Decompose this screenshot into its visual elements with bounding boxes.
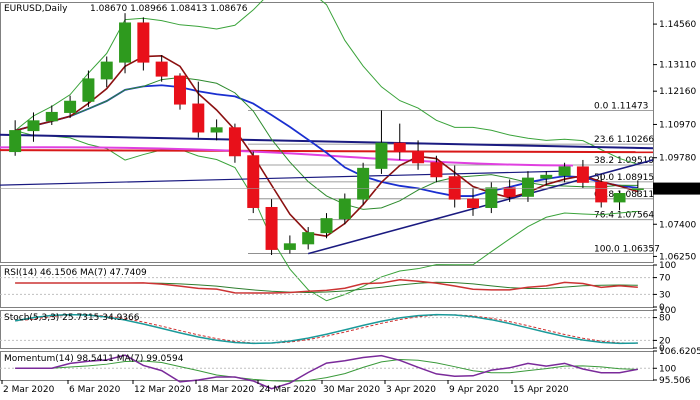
price-tick-label: 1.07400 [659, 220, 696, 230]
current-price-label: 1.08676 [658, 185, 695, 195]
price-tick-label: 1.10970 [659, 120, 696, 130]
long-ma-navy-line [0, 133, 654, 150]
x-tick-label: 15 Apr 2020 [513, 385, 569, 395]
candle-bear [192, 103, 205, 133]
x-tick-label: 12 Mar 2020 [134, 385, 191, 395]
candle-bull [357, 167, 370, 200]
candle-bear [467, 198, 480, 208]
long-ma-magenta-line [0, 146, 574, 167]
chart-header-symbol: EURUSD,Daily [4, 4, 68, 14]
momentum-tick-label: 95.506 [659, 376, 691, 386]
price-tick-label: 1.09780 [659, 154, 696, 164]
x-tick-label: 3 Apr 2020 [386, 385, 436, 395]
candle-bear [137, 22, 150, 63]
candle-bear [503, 187, 516, 197]
pane-frame [0, 265, 654, 308]
stoch-tick-label: 20 [659, 336, 671, 346]
candle-bear [412, 151, 425, 164]
candle-bull [613, 193, 626, 203]
stoch-tick-label: 100 [659, 306, 676, 316]
rsi-label: RSI(14) 46.1506 MA(7) 47.7409 [4, 268, 147, 278]
candle-bull [64, 100, 77, 113]
candle-bull [9, 130, 22, 153]
x-tick-label: 24 Mar 2020 [259, 385, 316, 395]
candle-bull [521, 177, 534, 197]
fib-label: 38.2 1.09519 [594, 156, 654, 166]
price-tick-label: 1.12160 [659, 87, 696, 97]
price-tick-label: 1.13110 [659, 61, 696, 71]
bollinger-upper-line [14, 0, 638, 165]
momentum-signal-line [15, 358, 638, 382]
candle-bear [430, 162, 443, 178]
candle-bull [338, 198, 351, 220]
stoch-signal-line [15, 314, 638, 344]
candle-bear [155, 61, 168, 77]
rsi-tick-label: 30 [659, 290, 671, 300]
bollinger-lower-line [15, 130, 638, 302]
x-tick-label: 9 Apr 2020 [449, 385, 499, 395]
candle-bull [375, 142, 388, 169]
rsi-tick-label: 70 [659, 274, 671, 284]
candle-bull [302, 232, 315, 245]
candle-bull [45, 111, 58, 122]
candle-bull [320, 218, 333, 234]
fib-label: 0.0 1.11473 [594, 101, 648, 111]
rsi-main-line [15, 279, 638, 294]
candle-bear [393, 142, 406, 153]
stoch-main-line [15, 313, 638, 345]
trendline [307, 159, 654, 255]
trendline-secondary [0, 170, 565, 186]
rsi-tick-label: 0 [659, 303, 665, 313]
candle-bear [595, 181, 608, 203]
candle-bear [265, 206, 278, 250]
candle-bear [173, 75, 186, 105]
price-tick-label: 1.06250 [659, 252, 696, 262]
candle-bear [576, 166, 589, 183]
fib-label: 76.4 1.07564 [594, 211, 654, 221]
candle-bear [228, 127, 241, 157]
pane-frame [0, 2, 654, 263]
candle-bear [448, 176, 461, 200]
fib-label: 23.6 1.10266 [594, 135, 654, 145]
chart-header-ohlc: 1.08670 1.08966 1.08413 1.08676 [90, 4, 248, 14]
stoch-tick-label: 80 [659, 314, 671, 324]
candle-bull [82, 78, 95, 102]
price-tick-label: 1.14560 [659, 20, 696, 30]
candle-bull [100, 61, 113, 80]
momentum-label: Momentum(14) 98.5411 MA(7) 99.0594 [4, 354, 184, 364]
x-tick-label: 30 Mar 2020 [323, 385, 380, 395]
candle-bull [540, 174, 553, 179]
stoch-tick-label: 0 [659, 344, 665, 354]
momentum-tick-label: 106.6205 [659, 347, 700, 357]
candles [9, 13, 644, 256]
pane-frame [0, 310, 654, 349]
current-price-box [653, 182, 700, 195]
long-ma-red-line [0, 149, 654, 154]
candle-bull [558, 166, 571, 176]
momentum-tick-label: 100 [659, 364, 676, 374]
candle-bull [210, 127, 223, 133]
rsi-tick-label: 100 [659, 261, 676, 271]
pane-frame [0, 351, 654, 381]
fib-label: 50.0 1.08915 [594, 173, 654, 183]
stoch-label: Stoch(5,3,3) 25.7315 34.9366 [4, 313, 140, 323]
candle-bear [247, 155, 260, 208]
candle-bull [485, 187, 498, 208]
x-tick-label: 2 Mar 2020 [3, 385, 55, 395]
candle-bull [27, 120, 40, 132]
momentum-main-line [15, 354, 638, 390]
fib-label: 100.0 1.06357 [594, 244, 660, 254]
candle-bull [283, 243, 296, 250]
x-tick-label: 18 Mar 2020 [197, 385, 254, 395]
ma-green-line [15, 76, 638, 210]
x-tick-label: 6 Mar 2020 [69, 385, 121, 395]
candle-bull [119, 22, 132, 63]
